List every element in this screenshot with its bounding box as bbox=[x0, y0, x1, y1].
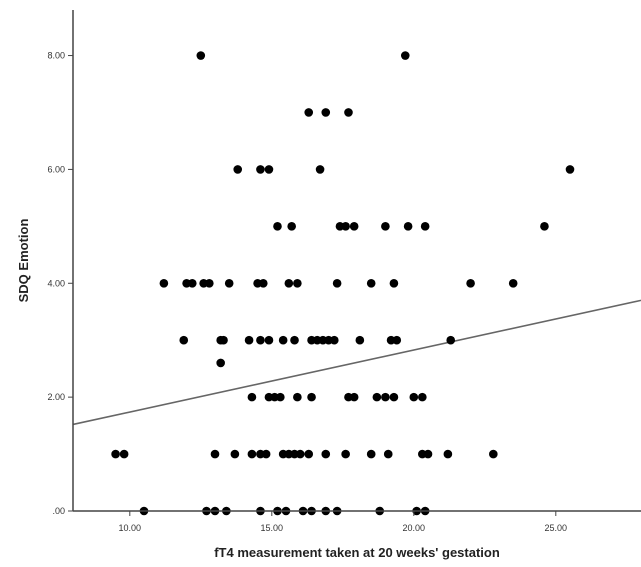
data-point bbox=[276, 392, 285, 402]
data-point bbox=[383, 449, 393, 459]
data-point bbox=[224, 278, 234, 288]
data-point bbox=[256, 165, 265, 174]
data-point bbox=[400, 51, 410, 60]
data-point bbox=[389, 392, 399, 402]
x-ticks: 10.00 15.00 20.00 25.00 bbox=[119, 511, 568, 533]
x-tick-label: 10.00 bbox=[119, 523, 142, 533]
data-point bbox=[187, 278, 197, 288]
data-point bbox=[403, 222, 413, 231]
data-point bbox=[321, 108, 331, 117]
data-point bbox=[443, 449, 453, 459]
data-point bbox=[264, 165, 274, 174]
y-tick-label: 8.00 bbox=[47, 51, 65, 61]
x-tick-label: 15.00 bbox=[261, 523, 284, 533]
fit-line-layer bbox=[72, 299, 641, 426]
axes-layer bbox=[72, 10, 641, 512]
data-point bbox=[321, 449, 331, 459]
data-point bbox=[273, 222, 282, 231]
y-axis-title: SDQ Emotion bbox=[16, 219, 31, 303]
data-point bbox=[341, 222, 350, 231]
data-point bbox=[423, 449, 433, 459]
data-point bbox=[420, 222, 430, 231]
data-point bbox=[216, 358, 225, 368]
data-point bbox=[295, 449, 305, 459]
data-point bbox=[264, 335, 274, 345]
data-point bbox=[247, 392, 257, 402]
y-tick-label: 4.00 bbox=[47, 278, 65, 288]
data-point bbox=[540, 222, 549, 231]
data-point bbox=[256, 335, 265, 345]
data-point bbox=[355, 335, 365, 345]
data-point bbox=[233, 165, 243, 174]
data-point bbox=[290, 335, 299, 345]
data-point bbox=[315, 165, 325, 174]
data-point bbox=[389, 278, 399, 288]
data-point bbox=[196, 51, 206, 60]
data-point bbox=[366, 449, 376, 459]
data-point bbox=[372, 392, 382, 402]
data-point bbox=[409, 392, 419, 402]
x-tick-label: 20.00 bbox=[403, 523, 426, 533]
data-point bbox=[304, 108, 314, 117]
data-point bbox=[304, 449, 314, 459]
data-point bbox=[244, 335, 254, 345]
data-point bbox=[446, 335, 456, 345]
data-point bbox=[219, 335, 228, 345]
data-point bbox=[341, 449, 350, 459]
data-point bbox=[565, 165, 575, 174]
data-point bbox=[307, 392, 316, 402]
data-point bbox=[508, 278, 518, 288]
data-point bbox=[293, 278, 302, 288]
data-point bbox=[344, 108, 353, 117]
y-ticks: .00 2.00 4.00 6.00 8.00 bbox=[47, 51, 73, 516]
data-point bbox=[205, 278, 214, 288]
data-point bbox=[332, 278, 342, 288]
regression-line bbox=[72, 299, 641, 426]
data-point bbox=[261, 449, 271, 459]
data-point bbox=[349, 392, 359, 402]
data-point bbox=[111, 449, 120, 459]
data-point bbox=[349, 222, 359, 231]
y-tick-label: 2.00 bbox=[47, 392, 65, 402]
data-point bbox=[293, 392, 302, 402]
data-point bbox=[159, 278, 169, 288]
data-point bbox=[466, 278, 475, 288]
data-point bbox=[381, 222, 390, 231]
data-point bbox=[247, 449, 257, 459]
x-tick-label: 25.00 bbox=[545, 523, 568, 533]
y-tick-label: 6.00 bbox=[47, 164, 65, 174]
data-point bbox=[418, 392, 427, 402]
data-point bbox=[258, 278, 268, 288]
data-point bbox=[287, 222, 296, 231]
data-point bbox=[329, 335, 339, 345]
data-point bbox=[489, 449, 498, 459]
data-point bbox=[119, 449, 129, 459]
data-point bbox=[392, 335, 402, 345]
data-point bbox=[284, 278, 294, 288]
points-layer bbox=[111, 51, 575, 516]
data-point bbox=[179, 335, 189, 345]
data-point bbox=[210, 449, 220, 459]
data-point bbox=[381, 392, 390, 402]
data-point bbox=[278, 335, 288, 345]
data-point bbox=[366, 278, 376, 288]
y-tick-label: .00 bbox=[52, 506, 65, 516]
x-axis-title: fT4 measurement taken at 20 weeks' gesta… bbox=[214, 545, 500, 560]
data-point bbox=[230, 449, 240, 459]
